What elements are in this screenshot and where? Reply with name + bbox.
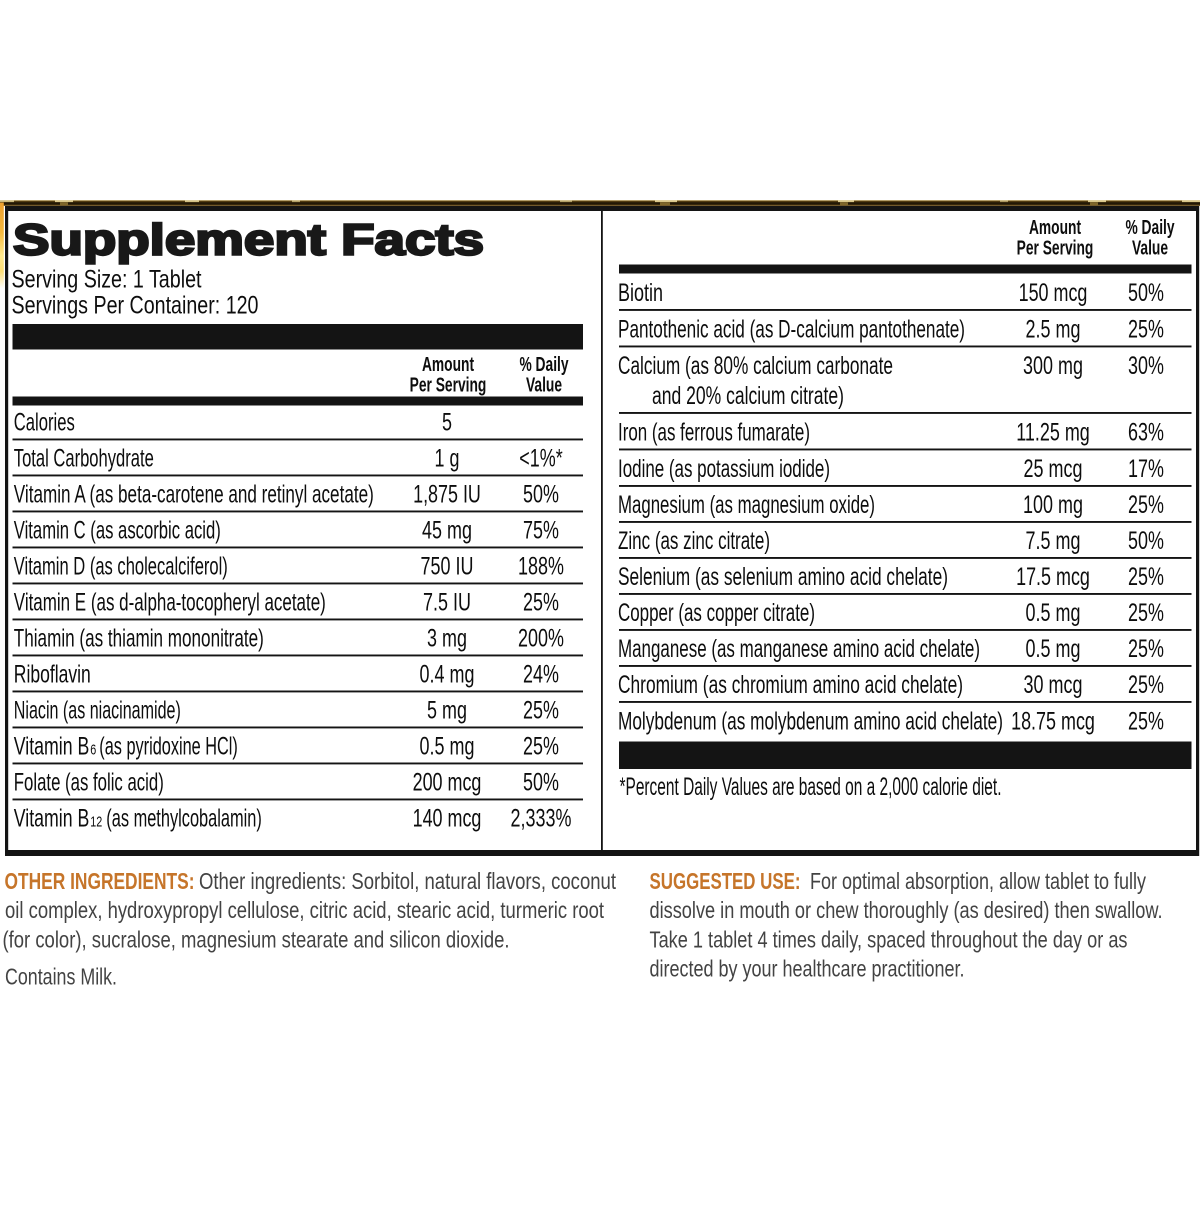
svg-text:6: 6 xyxy=(90,742,96,759)
svg-text:11.25 mg: 11.25 mg xyxy=(1016,420,1090,447)
svg-text:18.75 mcg: 18.75 mcg xyxy=(1011,709,1095,736)
svg-text:300 mg: 300 mg xyxy=(1023,353,1083,380)
svg-text:Total Carbohydrate: Total Carbohydrate xyxy=(14,446,154,473)
svg-text:Thiamin (as thiamin mononitrat: Thiamin (as thiamin mononitrate) xyxy=(14,626,264,653)
svg-text:0.5 mg: 0.5 mg xyxy=(1026,636,1081,663)
svg-text:30 mcg: 30 mcg xyxy=(1024,672,1083,699)
svg-text:Vitamin B: Vitamin B xyxy=(14,806,90,833)
svg-text:17%: 17% xyxy=(1128,456,1164,483)
svg-text:750 IU: 750 IU xyxy=(421,554,474,581)
svg-text:Contains Milk.: Contains Milk. xyxy=(5,964,117,990)
svg-text:Take 1 tablet 4 times daily, s: Take 1 tablet 4 times daily, spaced thro… xyxy=(650,926,1128,952)
svg-text:(as methylcobalamin): (as methylcobalamin) xyxy=(106,806,261,833)
svg-text:50%: 50% xyxy=(523,482,559,509)
svg-text:50%: 50% xyxy=(1128,280,1164,307)
svg-text:Vitamin C (as ascorbic acid): Vitamin C (as ascorbic acid) xyxy=(14,518,221,545)
svg-text:Servings Per Container: 120: Servings Per Container: 120 xyxy=(12,293,259,320)
svg-text:1,875 IU: 1,875 IU xyxy=(413,482,481,509)
svg-text:Vitamin B: Vitamin B xyxy=(14,734,90,761)
svg-text:25%: 25% xyxy=(1128,492,1164,519)
svg-text:63%: 63% xyxy=(1128,420,1164,447)
svg-text:*Percent Daily Values are base: *Percent Daily Values are based on a 2,0… xyxy=(620,774,1002,801)
svg-text:Supplement Facts: Supplement Facts xyxy=(13,217,484,265)
svg-text:Magnesium (as magnesium oxide): Magnesium (as magnesium oxide) xyxy=(618,492,875,519)
svg-text:Value: Value xyxy=(526,375,562,397)
svg-text:25%: 25% xyxy=(523,590,559,617)
svg-text:SUGGESTED USE:: SUGGESTED USE: xyxy=(650,868,801,894)
svg-text:0.4 mg: 0.4 mg xyxy=(420,662,475,689)
svg-text:(for color), sucralose, magnes: (for color), sucralose, magnesium steara… xyxy=(3,926,510,952)
svg-text:25%: 25% xyxy=(1128,672,1164,699)
svg-text:Other ingredients: Sorbitol, n: Other ingredients: Sorbitol, natural fla… xyxy=(199,868,616,894)
svg-text:3 mg: 3 mg xyxy=(427,626,467,653)
svg-text:1 g: 1 g xyxy=(435,446,460,473)
svg-text:dissolve in mouth or chew thor: dissolve in mouth or chew thoroughly (as… xyxy=(650,897,1163,923)
svg-text:% Daily: % Daily xyxy=(519,354,569,376)
svg-text:50%: 50% xyxy=(1128,528,1164,555)
svg-text:5 mg: 5 mg xyxy=(427,698,467,725)
svg-text:oil complex, hydroxypropyl cel: oil complex, hydroxypropyl cellulose, ci… xyxy=(5,897,604,923)
svg-text:Chromium (as chromium amino ac: Chromium (as chromium amino acid chelate… xyxy=(618,672,963,699)
svg-text:140 mcg: 140 mcg xyxy=(413,806,482,833)
svg-text:45 mg: 45 mg xyxy=(422,518,472,545)
svg-text:Vitamin E (as d-alpha-tocopher: Vitamin E (as d-alpha-tocopheryl acetate… xyxy=(14,590,326,617)
svg-text:25%: 25% xyxy=(1128,600,1164,627)
svg-text:Manganese (as manganese amino: Manganese (as manganese amino acid chela… xyxy=(618,636,980,663)
svg-text:Per Serving: Per Serving xyxy=(1017,238,1094,260)
svg-text:17.5 mcg: 17.5 mcg xyxy=(1016,564,1090,591)
svg-text:Copper (as copper citrate): Copper (as copper citrate) xyxy=(618,600,815,627)
svg-text:12: 12 xyxy=(90,814,102,831)
svg-text:25%: 25% xyxy=(523,734,559,761)
svg-text:188%: 188% xyxy=(518,554,564,581)
svg-text:30%: 30% xyxy=(1128,353,1164,380)
svg-text:150 mcg: 150 mcg xyxy=(1019,280,1088,307)
svg-text:Molybdenum (as molybdenum amin: Molybdenum (as molybdenum amino acid che… xyxy=(618,709,1003,736)
svg-text:Calories: Calories xyxy=(14,410,75,437)
svg-text:and 20% calcium citrate): and 20% calcium citrate) xyxy=(652,383,844,410)
svg-text:<1%*: <1%* xyxy=(519,446,563,473)
svg-text:Iodine (as potassium iodide): Iodine (as potassium iodide) xyxy=(618,456,830,483)
svg-text:Selenium (as selenium amino ac: Selenium (as selenium amino acid chelate… xyxy=(618,564,948,591)
svg-text:For optimal absorption, allow: For optimal absorption, allow tablet to … xyxy=(810,868,1146,894)
svg-text:Value: Value xyxy=(1132,238,1168,260)
svg-text:Serving Size: 1 Tablet: Serving Size: 1 Tablet xyxy=(12,267,202,294)
svg-text:Vitamin A (as beta-carotene an: Vitamin A (as beta-carotene and retinyl … xyxy=(14,482,374,509)
svg-text:25 mcg: 25 mcg xyxy=(1024,456,1083,483)
svg-text:Amount: Amount xyxy=(422,354,474,376)
svg-text:Folate (as folic acid): Folate (as folic acid) xyxy=(14,770,164,797)
svg-text:Per Serving: Per Serving xyxy=(410,375,487,397)
svg-text:Zinc (as zinc citrate): Zinc (as zinc citrate) xyxy=(618,528,770,555)
svg-text:Amount: Amount xyxy=(1029,217,1081,239)
svg-text:200%: 200% xyxy=(518,626,564,653)
svg-text:Calcium (as 80% calcium carbon: Calcium (as 80% calcium carbonate xyxy=(618,353,893,380)
svg-text:5: 5 xyxy=(442,410,452,437)
svg-text:directed by your healthcare pr: directed by your healthcare practitioner… xyxy=(650,956,965,982)
svg-text:0.5 mg: 0.5 mg xyxy=(1026,600,1081,627)
svg-text:% Daily: % Daily xyxy=(1125,217,1175,239)
svg-text:OTHER INGREDIENTS:: OTHER INGREDIENTS: xyxy=(5,868,195,894)
svg-text:7.5 IU: 7.5 IU xyxy=(423,590,471,617)
svg-text:Riboflavin: Riboflavin xyxy=(14,662,91,689)
svg-text:7.5 mg: 7.5 mg xyxy=(1026,528,1081,555)
svg-text:24%: 24% xyxy=(523,662,559,689)
svg-text:100 mg: 100 mg xyxy=(1023,492,1083,519)
svg-text:0.5 mg: 0.5 mg xyxy=(420,734,475,761)
svg-text:25%: 25% xyxy=(1128,317,1164,344)
svg-text:25%: 25% xyxy=(1128,636,1164,663)
svg-text:2,333%: 2,333% xyxy=(511,806,572,833)
svg-text:Biotin: Biotin xyxy=(618,280,663,307)
svg-text:Pantothenic acid (as D-calcium: Pantothenic acid (as D-calcium pantothen… xyxy=(618,317,965,344)
svg-text:Iron (as ferrous fumarate): Iron (as ferrous fumarate) xyxy=(618,420,810,447)
svg-text:25%: 25% xyxy=(1128,564,1164,591)
svg-text:(as pyridoxine HCl): (as pyridoxine HCl) xyxy=(99,734,238,761)
svg-text:200 mcg: 200 mcg xyxy=(413,770,482,797)
svg-text:Niacin (as niacinamide): Niacin (as niacinamide) xyxy=(14,698,181,725)
svg-text:25%: 25% xyxy=(523,698,559,725)
svg-text:25%: 25% xyxy=(1128,709,1164,736)
svg-text:75%: 75% xyxy=(523,518,559,545)
svg-text:2.5 mg: 2.5 mg xyxy=(1026,317,1081,344)
svg-text:Vitamin D (as cholecalciferol): Vitamin D (as cholecalciferol) xyxy=(14,554,228,581)
svg-text:50%: 50% xyxy=(523,770,559,797)
